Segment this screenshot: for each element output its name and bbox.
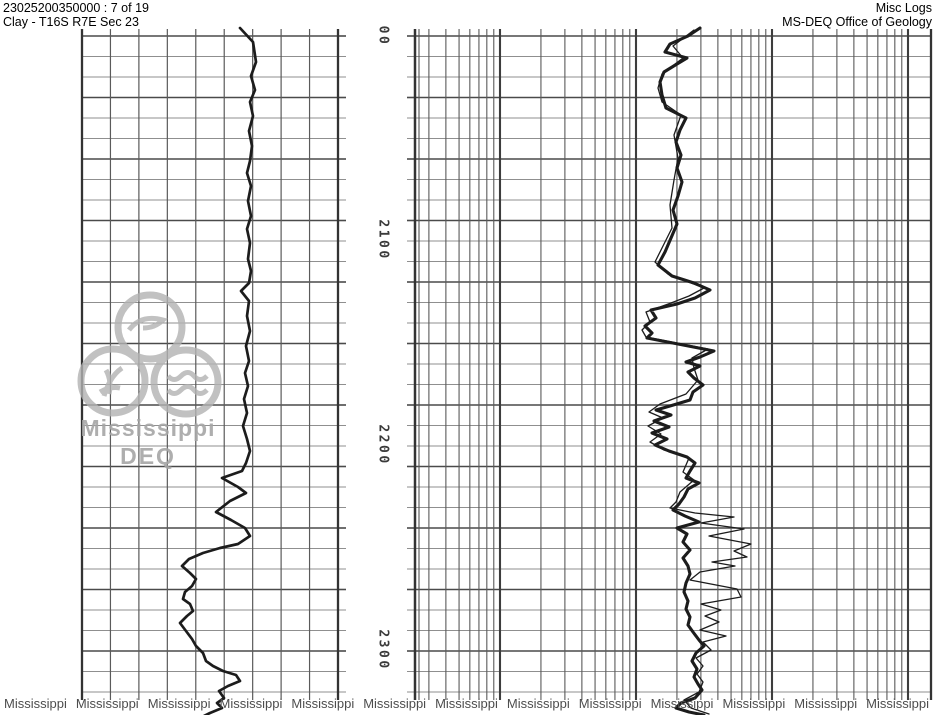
footer-watermark-word: Mississippi — [219, 696, 283, 711]
footer-watermark-word: Mississippi — [291, 696, 355, 711]
logo-circle-right — [150, 346, 222, 418]
footer-watermark-word: Mississippi — [363, 696, 427, 711]
footer-watermark-word: Mississippi — [75, 696, 139, 711]
depth-label: 2200 — [375, 424, 391, 466]
footer-watermark-word: Mississippi — [435, 696, 498, 711]
footer-watermark-word: Mississippi — [147, 696, 211, 711]
document-id: 23025200350000 : 7 of 19 — [3, 1, 149, 15]
depth-label: 2100 — [375, 219, 391, 261]
well-location: Clay - T16S R7E Sec 23 — [3, 15, 139, 29]
footer-watermark-word: Mississippi — [578, 696, 642, 711]
agency-name: MS-DEQ Office of Geology — [782, 15, 932, 29]
depth-label: 00 — [375, 25, 391, 47]
right-track-curve-main — [643, 26, 716, 715]
footer-watermark-word: Mississippi — [506, 696, 570, 711]
footer-watermark-word: Mississippi — [794, 696, 858, 711]
depth-label: 2300 — [375, 629, 391, 671]
footer-watermark-word: Mississippi — [866, 696, 929, 711]
header-right: Misc Logs MS-DEQ Office of Geology — [782, 1, 932, 29]
deq-logo-watermark — [77, 291, 222, 418]
right-track-curve-secondary — [641, 29, 752, 715]
footer-watermark-word: Mississippi — [722, 696, 786, 711]
header-left: 23025200350000 : 7 of 19 Clay - T16S R7E… — [3, 1, 149, 29]
logo-circle-left — [77, 345, 149, 417]
logo-circle-top — [114, 291, 186, 363]
document-type: Misc Logs — [875, 1, 932, 15]
footer-watermark-word: Mississippi — [4, 696, 67, 711]
left-track-curve — [178, 26, 258, 715]
watermark-text-line1: Mississippi — [81, 415, 216, 441]
footer-watermark-row: Mississippi Mississippi Mississippi Mississ… — [4, 696, 934, 711]
logo-waves-icon — [166, 370, 209, 396]
logo-bird-icon — [127, 315, 168, 332]
curves-layer — [178, 26, 752, 715]
grid-layer — [80, 29, 933, 700]
footer-watermark-word: Mississippi — [650, 696, 714, 711]
logo-plant-icon — [98, 365, 124, 397]
watermark-text-line2: DEQ — [120, 443, 176, 469]
